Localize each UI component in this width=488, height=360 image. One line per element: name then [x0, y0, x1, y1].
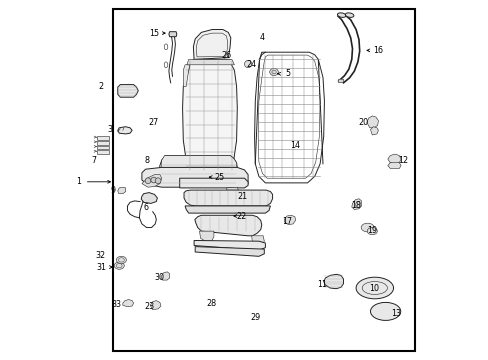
Polygon shape [185, 206, 270, 213]
Text: 27: 27 [148, 118, 159, 127]
Text: 25: 25 [214, 173, 224, 182]
Polygon shape [186, 59, 234, 65]
Text: 17: 17 [282, 217, 291, 226]
Polygon shape [351, 199, 361, 210]
Polygon shape [226, 187, 238, 195]
Polygon shape [118, 127, 132, 134]
Text: 30: 30 [154, 274, 164, 282]
Text: 6: 6 [142, 202, 148, 212]
Polygon shape [193, 30, 230, 59]
Polygon shape [370, 127, 378, 135]
Ellipse shape [337, 13, 346, 17]
Polygon shape [387, 154, 400, 164]
Polygon shape [179, 178, 247, 188]
Bar [97, 136, 109, 140]
Polygon shape [141, 193, 157, 203]
Ellipse shape [345, 13, 353, 17]
Polygon shape [194, 215, 261, 236]
Ellipse shape [151, 177, 156, 183]
Text: 19: 19 [366, 226, 377, 235]
Ellipse shape [155, 178, 161, 184]
Text: 32: 32 [95, 251, 105, 260]
Text: 11: 11 [316, 280, 326, 289]
Text: 7: 7 [92, 156, 97, 165]
Text: 29: 29 [250, 313, 260, 322]
Ellipse shape [114, 262, 124, 269]
Polygon shape [183, 65, 189, 86]
Polygon shape [337, 79, 343, 83]
Text: 15: 15 [148, 29, 159, 38]
Polygon shape [118, 85, 138, 97]
Text: 20: 20 [358, 118, 367, 127]
Ellipse shape [269, 68, 278, 76]
Polygon shape [284, 215, 295, 225]
Polygon shape [142, 167, 247, 187]
Ellipse shape [116, 256, 126, 264]
Ellipse shape [366, 228, 377, 235]
Polygon shape [251, 236, 264, 247]
Ellipse shape [355, 277, 393, 299]
Text: 1: 1 [76, 177, 81, 186]
Polygon shape [194, 240, 265, 250]
Text: 8: 8 [144, 156, 149, 165]
Polygon shape [183, 190, 272, 206]
Text: 3: 3 [107, 125, 112, 134]
Polygon shape [323, 274, 343, 289]
Polygon shape [199, 231, 213, 242]
Text: 10: 10 [368, 284, 378, 293]
Text: 18: 18 [350, 201, 360, 210]
Polygon shape [122, 300, 133, 307]
Text: 24: 24 [245, 60, 256, 69]
Text: 22: 22 [236, 212, 246, 220]
Ellipse shape [145, 178, 151, 184]
Text: 26: 26 [221, 51, 231, 60]
Text: 33: 33 [111, 300, 122, 309]
Polygon shape [118, 187, 125, 194]
Bar [97, 150, 109, 154]
Text: 4: 4 [259, 33, 264, 42]
Text: 28: 28 [206, 299, 216, 307]
Polygon shape [142, 175, 162, 187]
Polygon shape [195, 247, 264, 256]
Ellipse shape [370, 302, 400, 320]
Text: 13: 13 [390, 309, 400, 318]
Text: 31: 31 [97, 263, 106, 272]
Text: 5: 5 [285, 69, 290, 78]
Polygon shape [159, 156, 237, 185]
Polygon shape [387, 163, 400, 168]
Polygon shape [168, 32, 177, 37]
Bar [97, 141, 109, 145]
Text: 9: 9 [110, 186, 116, 195]
Ellipse shape [244, 60, 251, 68]
Polygon shape [162, 156, 236, 167]
Bar [97, 146, 109, 149]
Polygon shape [150, 301, 161, 310]
Text: 14: 14 [289, 141, 299, 150]
Text: 21: 21 [237, 192, 247, 201]
Text: 12: 12 [397, 156, 407, 165]
Ellipse shape [361, 223, 373, 232]
Polygon shape [366, 116, 378, 128]
Text: 16: 16 [372, 46, 382, 55]
Polygon shape [161, 272, 169, 280]
Text: 23: 23 [144, 302, 154, 311]
Text: 2: 2 [98, 82, 103, 91]
Polygon shape [182, 59, 237, 171]
Bar [113, 9, 415, 351]
